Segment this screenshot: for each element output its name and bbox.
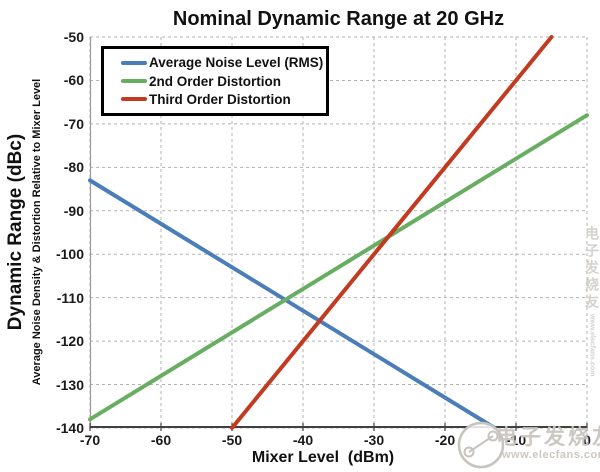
y-tick-label: -80 (63, 159, 84, 176)
y-tick-label: -60 (63, 72, 84, 89)
legend-item-0: Average Noise Level (RMS) (121, 55, 324, 71)
legend: Average Noise Level (RMS) 2nd Order Disto… (101, 46, 329, 116)
y-tick-label: -120 (55, 333, 84, 350)
elecfans-logo-icon (457, 421, 505, 469)
series-line-1 (88, 113, 589, 422)
y-tick-label: -140 (55, 420, 84, 436)
legend-swatch-icon (121, 97, 147, 102)
watermark-url: www.elecfans.com (502, 449, 600, 461)
y-tick-label: -90 (63, 202, 84, 219)
legend-swatch-icon (121, 60, 147, 65)
x-tick-label: -40 (292, 432, 314, 448)
x-tick-label: -50 (221, 432, 243, 448)
legend-label: Average Noise Level (RMS) (149, 55, 324, 71)
legend-label: Third Order Distortion (149, 91, 291, 107)
y-tick-label: -50 (63, 29, 84, 45)
y-tick-label: -70 (63, 115, 84, 132)
watermark-side: 电子发烧友 www.elecfans.com (583, 226, 600, 386)
x-tick-label: -10 (505, 432, 527, 448)
watermark: 电子发烧友 www.elecfans.com (452, 404, 600, 470)
chart-title: Nominal Dynamic Range at 20 GHz (172, 8, 505, 30)
legend-item-1: 2nd Order Distortion (121, 74, 322, 89)
x-tick-label: -30 (363, 432, 385, 448)
series-line-2 (230, 35, 554, 430)
x-tick-label: 0 (583, 432, 591, 448)
y-tick-label: -130 (55, 376, 84, 393)
x-tick-label: -70 (79, 432, 101, 448)
x-axis-label: Mixer Level (dBm) (251, 449, 395, 466)
legend-label: 2nd Order Distortion (149, 73, 282, 89)
series-line-0 (88, 178, 497, 430)
legend-swatch-icon (121, 79, 147, 83)
legend-item-2: Third Order Distortion (121, 92, 322, 107)
x-tick-label: -60 (150, 432, 172, 448)
watermark-side-text-cn: 电子发烧友 (584, 226, 600, 311)
x-tick-label: -20 (434, 432, 456, 448)
y-tick-label: -110 (56, 289, 84, 306)
watermark-text-cn: 电子发烧友 (496, 426, 600, 449)
y-axis-label-primary: Dynamic Range (dBc) (5, 133, 26, 331)
plot-area (88, 35, 589, 431)
watermark-side-url: www.elecfans.com (588, 314, 596, 377)
y-tick-label: -100 (55, 246, 84, 263)
